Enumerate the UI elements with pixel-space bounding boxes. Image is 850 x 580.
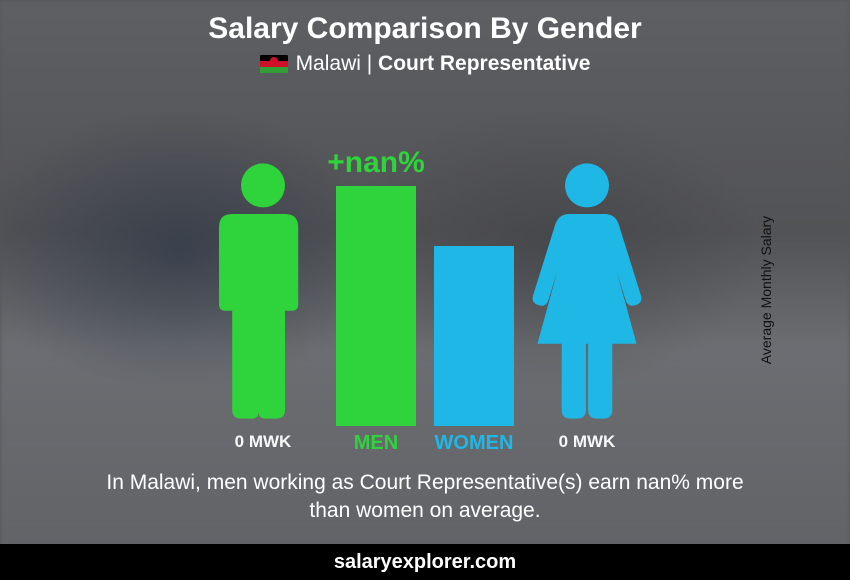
page-title: Salary Comparison By Gender	[208, 12, 641, 46]
summary-text: In Malawi, men working as Court Represen…	[105, 469, 745, 526]
women-bar-col	[434, 246, 514, 426]
y-axis-label: Average Monthly Salary	[758, 216, 774, 364]
men-bar-col	[336, 186, 416, 426]
subtitle-text: Malawi | Court Representative	[296, 52, 591, 76]
subtitle-row: Malawi | Court Representative	[260, 52, 591, 76]
men-salary-label: 0 MWK	[208, 432, 318, 455]
footer-text: salaryexplorer.com	[334, 551, 516, 574]
separator: |	[361, 52, 378, 75]
footer-bar: salaryexplorer.com	[0, 544, 850, 580]
flag-icon	[260, 55, 288, 74]
pct-diff-label: +nan%	[327, 146, 425, 180]
content-container: Salary Comparison By Gender Malawi | Cou…	[0, 0, 850, 580]
labels-row: 0 MWK MEN WOMEN 0 MWK	[145, 432, 705, 455]
women-figure-col	[532, 156, 642, 426]
men-bar	[336, 186, 416, 426]
women-label: WOMEN	[434, 432, 514, 455]
women-salary-label: 0 MWK	[532, 432, 642, 455]
women-bar	[434, 246, 514, 426]
chart-area: +nan%	[145, 96, 705, 426]
men-figure-col	[208, 156, 318, 426]
woman-icon	[532, 156, 642, 426]
men-label: MEN	[336, 432, 416, 455]
man-icon	[208, 156, 318, 426]
country-label: Malawi	[296, 52, 361, 75]
job-label: Court Representative	[378, 52, 590, 75]
